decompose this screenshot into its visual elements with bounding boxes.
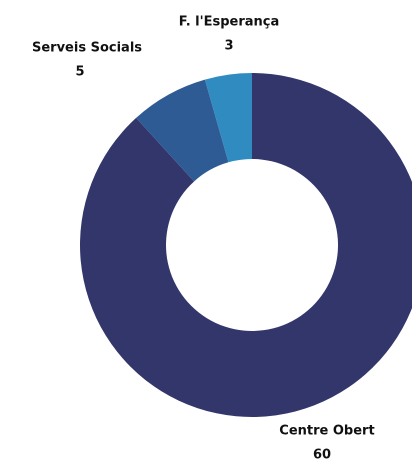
donut-segment bbox=[80, 73, 412, 417]
value-label: 60 bbox=[313, 448, 331, 463]
category-label: Serveis Socials bbox=[32, 41, 142, 56]
donut-segment bbox=[136, 79, 229, 182]
value-label: 5 bbox=[75, 65, 84, 80]
value-label: 3 bbox=[224, 39, 233, 54]
category-label: F. l'Esperança bbox=[179, 15, 280, 30]
donut-segment bbox=[204, 73, 252, 163]
category-label: Centre Obert bbox=[279, 424, 374, 439]
